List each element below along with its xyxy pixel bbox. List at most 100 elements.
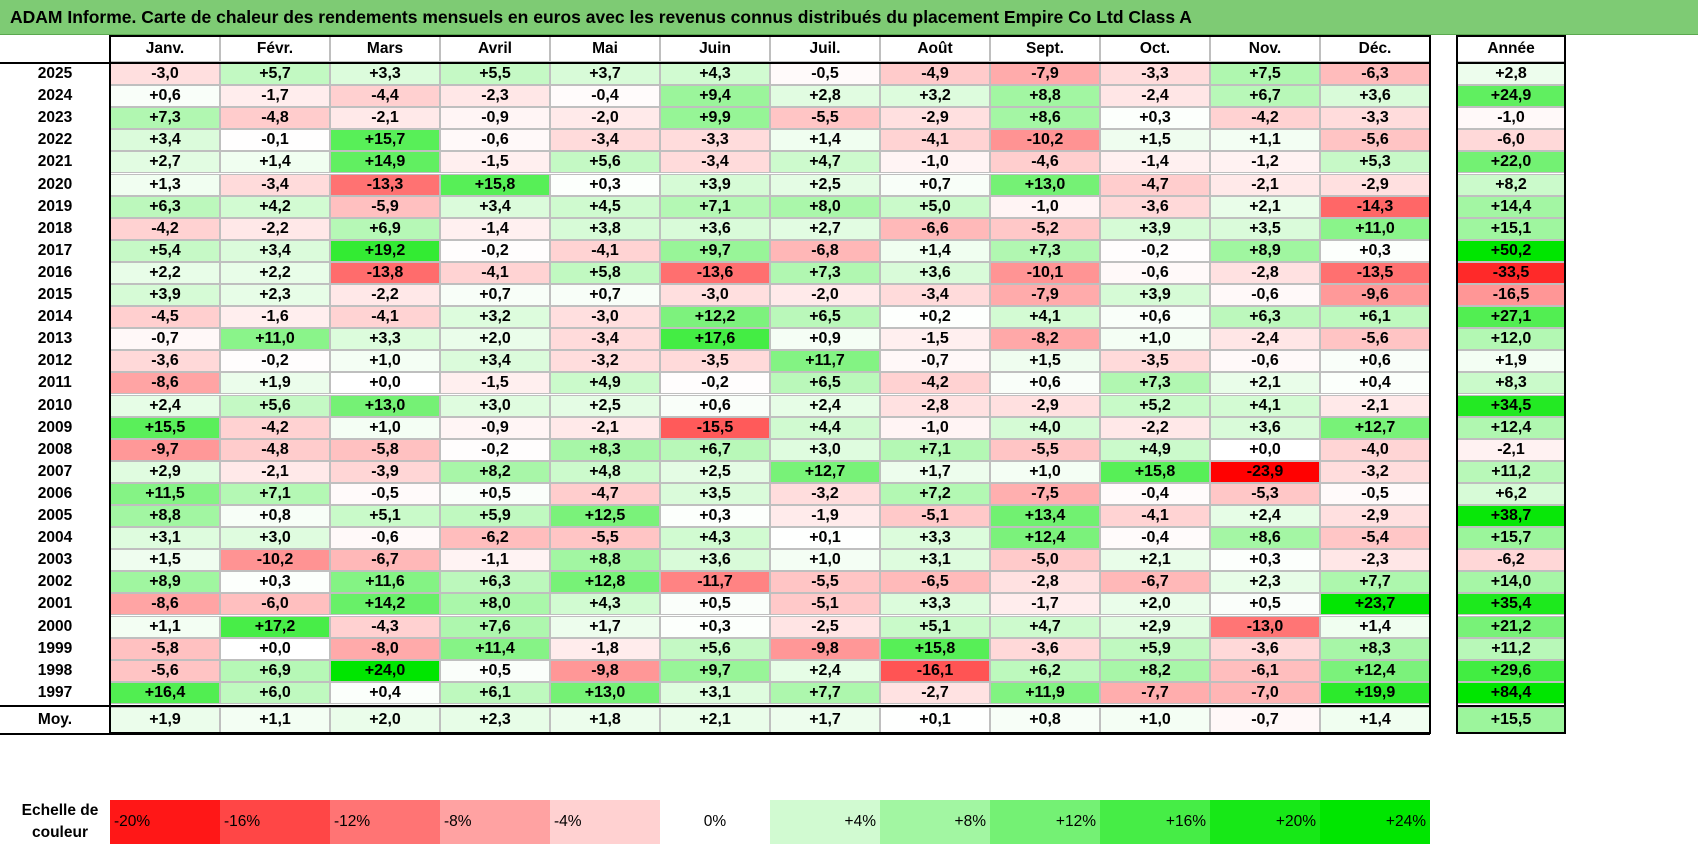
month-cell: +0,5	[660, 593, 770, 616]
year-label: 2010	[0, 394, 110, 417]
month-cell: -1,0	[880, 416, 990, 439]
year-label: 2003	[0, 549, 110, 572]
month-cell: +2,4	[770, 659, 880, 682]
month-cell: +3,0	[440, 394, 550, 417]
month-cell: +8,8	[990, 85, 1100, 108]
month-cell: -0,7	[880, 350, 990, 373]
month-cell: +1,4	[880, 239, 990, 262]
month-cell: -1,7	[990, 593, 1100, 616]
scale-swatch: 0%	[660, 800, 770, 844]
month-cell: -6,2	[440, 527, 550, 550]
average-cell: +1,1	[220, 706, 330, 733]
header-divider	[0, 62, 1430, 64]
month-cell: -4,1	[440, 261, 550, 284]
month-cell: +1,0	[770, 549, 880, 572]
month-cell: -13,0	[1210, 615, 1320, 638]
annual-cell: +24,9	[1457, 85, 1565, 108]
annual-cell: +50,2	[1457, 239, 1565, 262]
month-cell: -1,7	[220, 85, 330, 108]
month-cell: +5,5	[440, 63, 550, 86]
month-cell: -2,5	[770, 615, 880, 638]
month-cell: -9,7	[110, 438, 220, 461]
month-cell: -2,9	[880, 107, 990, 130]
month-cell: +0,3	[660, 505, 770, 528]
month-cell: +3,5	[660, 482, 770, 505]
month-cell: -7,9	[990, 63, 1100, 86]
month-cell: +15,8	[440, 173, 550, 196]
average-cell: -0,7	[1210, 706, 1320, 733]
month-cell: +13,0	[550, 681, 660, 704]
month-cell: +6,2	[990, 659, 1100, 682]
year-label: 2006	[0, 482, 110, 505]
month-cell: +8,3	[1320, 637, 1430, 660]
annual-cell: -33,5	[1457, 261, 1565, 284]
year-label: 2009	[0, 416, 110, 439]
month-cell: -3,2	[1320, 460, 1430, 483]
month-cell: -1,4	[440, 217, 550, 240]
month-cell: -2,3	[440, 85, 550, 108]
month-cell: -2,1	[1210, 173, 1320, 196]
month-cell: +8,6	[990, 107, 1100, 130]
month-cell: -1,5	[440, 372, 550, 395]
month-cell: +0,3	[1100, 107, 1210, 130]
month-cell: +3,6	[660, 217, 770, 240]
month-cell: +5,9	[1100, 637, 1210, 660]
month-cell: +0,0	[220, 637, 330, 660]
month-cell: +3,1	[110, 527, 220, 550]
scale-swatch: -20%	[110, 800, 220, 844]
month-header: Nov.	[1210, 36, 1320, 62]
scale-swatch: -12%	[330, 800, 440, 844]
month-cell: -3,3	[1100, 63, 1210, 86]
month-cell: -0,5	[770, 63, 880, 86]
month-cell: -7,9	[990, 284, 1100, 307]
month-cell: -6,0	[220, 593, 330, 616]
month-cell: -1,9	[770, 505, 880, 528]
month-cell: +1,7	[880, 460, 990, 483]
month-cell: +3,2	[880, 85, 990, 108]
month-cell: +1,4	[770, 129, 880, 152]
year-label: 2021	[0, 151, 110, 174]
average-cell: +1,9	[110, 706, 220, 733]
annual-cell: +6,2	[1457, 482, 1565, 505]
scale-swatch: +16%	[1100, 800, 1210, 844]
month-cell: -2,3	[1320, 549, 1430, 572]
month-cell: +7,1	[880, 438, 990, 461]
year-label: 1997	[0, 681, 110, 704]
month-cell: +14,9	[330, 151, 440, 174]
month-cell: -0,7	[110, 328, 220, 351]
month-cell: -4,5	[110, 306, 220, 329]
month-cell: -11,7	[660, 571, 770, 594]
month-cell: -15,5	[660, 416, 770, 439]
month-cell: +1,3	[110, 173, 220, 196]
month-cell: +17,2	[220, 615, 330, 638]
month-cell: +8,3	[550, 438, 660, 461]
annual-cell: +35,4	[1457, 593, 1565, 616]
month-cell: -2,4	[1100, 85, 1210, 108]
month-cell: +1,0	[330, 350, 440, 373]
month-cell: -10,2	[220, 549, 330, 572]
annual-cell: -16,5	[1457, 284, 1565, 307]
month-cell: +7,7	[1320, 571, 1430, 594]
average-cell: +0,8	[990, 706, 1100, 733]
month-cell: +3,4	[110, 129, 220, 152]
month-cell: -5,6	[1320, 129, 1430, 152]
month-cell: +0,2	[880, 306, 990, 329]
average-cell: +0,1	[880, 706, 990, 733]
month-cell: -0,5	[1320, 482, 1430, 505]
month-cell: -5,5	[550, 527, 660, 550]
month-cell: -0,9	[440, 107, 550, 130]
month-cell: -0,6	[1100, 261, 1210, 284]
month-cell: +0,0	[330, 372, 440, 395]
month-cell: +5,6	[660, 637, 770, 660]
annual-cell: -6,2	[1457, 549, 1565, 572]
month-cell: -8,6	[110, 372, 220, 395]
month-cell: -5,0	[990, 549, 1100, 572]
month-cell: +8,2	[1100, 659, 1210, 682]
month-cell: -13,8	[330, 261, 440, 284]
month-cell: -1,0	[880, 151, 990, 174]
month-cell: -9,6	[1320, 284, 1430, 307]
month-cell: +4,0	[990, 416, 1100, 439]
year-label: 2013	[0, 328, 110, 351]
month-cell: -14,3	[1320, 195, 1430, 218]
month-cell: +1,7	[550, 615, 660, 638]
